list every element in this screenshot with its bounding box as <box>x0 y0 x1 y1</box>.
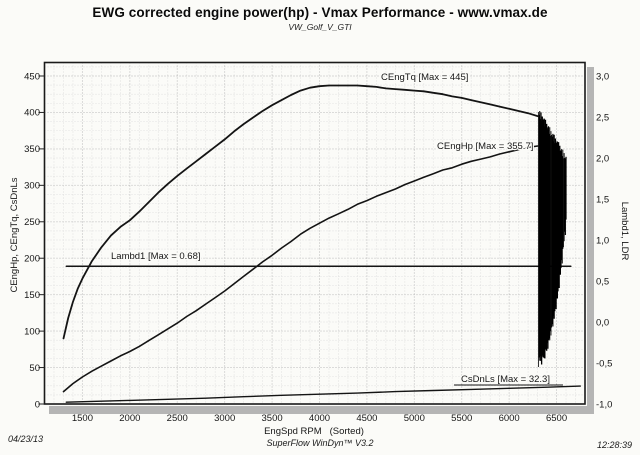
y-tick-label-left: 100 <box>24 326 40 337</box>
y-tick-label-left: 200 <box>24 254 40 265</box>
curve-label-lambd1: Lambd1 [Max = 0.68] <box>111 251 201 262</box>
x-tick-label: 5500 <box>451 413 472 424</box>
footer-software: SuperFlow WinDyn™ V3.2 <box>266 438 374 448</box>
plot-frame <box>43 61 586 405</box>
footer-date: 04/23/13 <box>8 434 44 444</box>
y-tick-label-left: 300 <box>24 181 40 192</box>
end-of-run-pen-noise <box>538 111 567 367</box>
footer-time: 12:28:39 <box>596 440 632 450</box>
frame-shadow-bottom <box>49 406 594 414</box>
frame-shadow-right <box>587 67 594 414</box>
x-tick-label: 2500 <box>167 413 188 424</box>
curve-cengtq <box>62 84 539 340</box>
y-axis-label-right: Lambd1, LDR <box>619 202 630 261</box>
page-title: EWG corrected engine power(hp) - Vmax Pe… <box>92 5 548 20</box>
y-tick-label-left: 250 <box>24 217 40 228</box>
x-tick-label: 4500 <box>356 413 377 424</box>
curve-label-cenghp: CEngHp [Max = 355.7] <box>437 141 533 152</box>
x-tick-label: 6500 <box>546 413 567 424</box>
x-axis-label: EngSpd RPM (Sorted) <box>264 426 364 437</box>
y-tick-label-left: 0 <box>35 399 40 410</box>
y-axis-label-left: CEngHp, CEngTq, CsDnLs <box>9 177 20 292</box>
y-tick-label-left: 350 <box>24 144 40 155</box>
curve-label-csdnls: CsDnLs [Max = 32.3] <box>461 374 550 385</box>
x-tick-label: 3000 <box>214 413 235 424</box>
y-tick-label-right: 2,0 <box>596 153 609 164</box>
y-tick-label-right: 0,5 <box>596 276 609 287</box>
y-tick-label-right: -0,5 <box>596 358 612 369</box>
curve-label-cengtq: CEngTq [Max = 445] <box>381 72 468 83</box>
y-tick-label-right: 0,0 <box>596 317 609 328</box>
page-subtitle: VW_Golf_V_GTI <box>288 22 352 32</box>
curve-cenghp <box>62 145 539 393</box>
y-tick-label-left: 150 <box>24 290 40 301</box>
y-tick-label-right: 1,5 <box>596 194 609 205</box>
x-tick-label: 5000 <box>404 413 425 424</box>
y-tick-label-left: 450 <box>24 71 40 82</box>
x-tick-label: 3500 <box>262 413 283 424</box>
chart-generated-layer: 450 400 350 300 250 200 150 100 50 0 3,0 2,5 2,0 1,5 1… <box>24 61 612 424</box>
x-tick-label: 1500 <box>72 413 93 424</box>
curve-csdnls <box>65 385 581 403</box>
y-tick-label-right: 1,0 <box>596 235 609 246</box>
y-tick-label-left: 50 <box>29 363 40 374</box>
y-tick-label-right: -1,0 <box>596 399 612 410</box>
x-tick-label: 4000 <box>309 413 330 424</box>
y-tick-label-right: 2,5 <box>596 112 609 123</box>
y-tick-label-right: 3,0 <box>596 71 609 82</box>
y-tick-label-left: 400 <box>24 108 40 119</box>
x-tick-label: 6000 <box>499 413 520 424</box>
x-tick-label: 2000 <box>119 413 140 424</box>
